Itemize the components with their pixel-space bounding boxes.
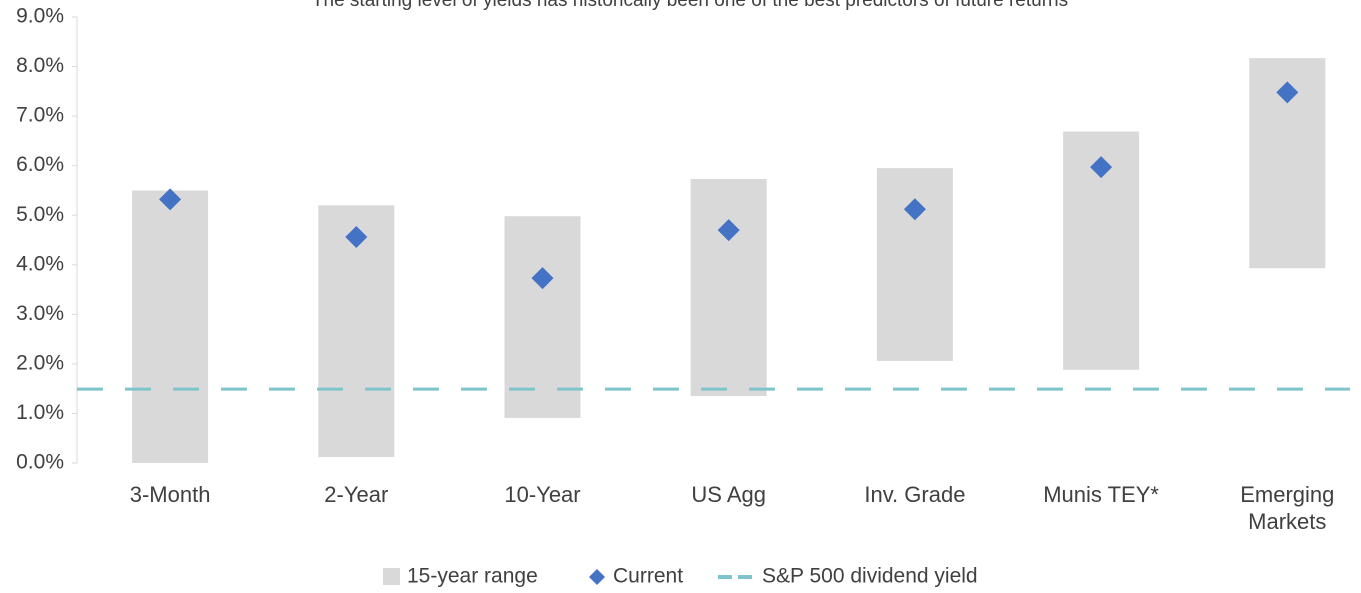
y-tick-label: 0.0% <box>16 451 64 474</box>
x-tick-label: 2-Year <box>324 482 389 507</box>
x-tick-label: Emerging Markets <box>1240 482 1335 534</box>
current-marker <box>717 219 740 242</box>
current-marker <box>1276 81 1299 104</box>
legend-swatch <box>589 569 605 585</box>
legend-label: 15-year range <box>407 565 538 588</box>
y-tick-label: 9.0% <box>16 5 64 28</box>
current-marker <box>903 198 926 221</box>
x-tick-label: 3-Month <box>129 482 211 507</box>
y-tick-label: 6.0% <box>16 153 64 176</box>
x-tick-label: 10-Year <box>504 482 581 507</box>
legend-label: Current <box>613 565 683 588</box>
range-bar <box>690 179 767 397</box>
legend-label: S&P 500 dividend yield <box>762 565 978 588</box>
current-marker <box>1090 156 1113 179</box>
legend-swatch <box>383 568 400 585</box>
y-tick-label: 1.0% <box>16 401 64 424</box>
range-bar <box>504 216 581 418</box>
current-marker <box>159 188 182 211</box>
current-marker <box>531 267 554 290</box>
x-tick-label: Munis TEY* <box>1043 482 1159 507</box>
y-tick-label: 5.0% <box>16 203 64 226</box>
current-marker <box>345 226 368 249</box>
y-tick-label: 3.0% <box>16 302 64 325</box>
x-tick-label: Inv. Grade <box>864 482 966 507</box>
y-tick-label: 2.0% <box>16 351 64 374</box>
range-bar <box>132 190 209 463</box>
y-tick-label: 8.0% <box>16 54 64 77</box>
x-tick-label: US Agg <box>691 482 766 507</box>
range-bar <box>876 168 953 361</box>
chart-title: The starting level of yields has histori… <box>312 0 1068 11</box>
y-tick-label: 4.0% <box>16 252 64 275</box>
y-tick-label: 7.0% <box>16 104 64 127</box>
